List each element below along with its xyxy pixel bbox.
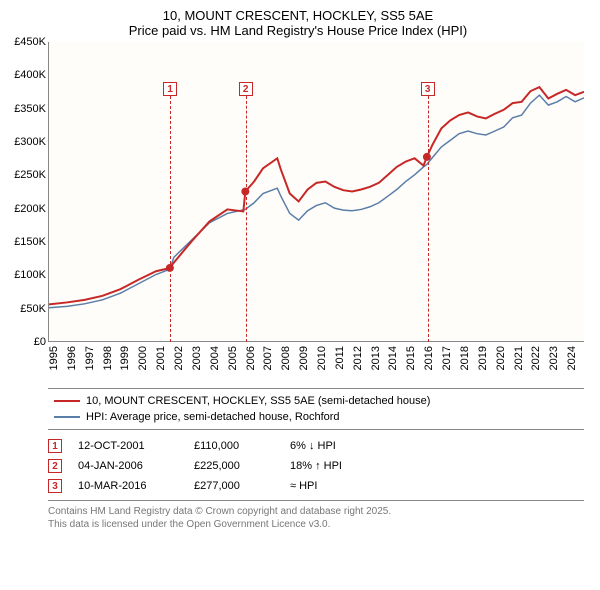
y-tick-label: £300K [14, 136, 46, 148]
y-tick-label: £50K [20, 303, 46, 315]
event-price: £225,000 [194, 460, 274, 472]
x-tick-label: 2023 [548, 346, 560, 370]
x-tick-label: 2019 [477, 346, 489, 370]
marker-vline [246, 197, 247, 342]
x-tick-label: 2001 [155, 346, 167, 370]
event-delta: 18% ↑ HPI [290, 460, 380, 472]
x-tick-label: 2008 [280, 346, 292, 370]
x-tick-label: 2004 [209, 346, 221, 370]
x-tick-label: 1999 [119, 346, 131, 370]
x-tick-label: 1995 [48, 346, 60, 370]
y-tick-label: £200K [14, 203, 46, 215]
marker-vline [170, 274, 171, 342]
x-tick-label: 2014 [387, 346, 399, 370]
marker-dot [241, 188, 249, 196]
x-tick-label: 2017 [441, 346, 453, 370]
x-tick-label: 2021 [513, 346, 525, 370]
events-table: 1 12-OCT-2001 £110,000 6% ↓ HPI 2 04-JAN-2006… [48, 436, 584, 496]
legend-label: 10, MOUNT CRESCENT, HOCKLEY, SS5 5AE (se… [86, 395, 430, 407]
x-tick-label: 2010 [316, 346, 328, 370]
x-tick-label: 2003 [191, 346, 203, 370]
x-tick-label: 2018 [459, 346, 471, 370]
x-axis: 1995 1996 1997 1998 1999 2000 2001 2002 2003 2004… [48, 342, 584, 382]
x-tick-label: 2011 [334, 346, 346, 370]
event-marker-box: 2 [48, 459, 62, 473]
x-tick-label: 2007 [262, 346, 274, 370]
y-tick-label: £250K [14, 169, 46, 181]
event-marker-box: 3 [48, 479, 62, 493]
event-row: 3 10-MAR-2016 £277,000 ≈ HPI [48, 476, 584, 496]
legend-swatch [54, 400, 80, 402]
series-hpi [49, 95, 584, 308]
event-date: 12-OCT-2001 [78, 440, 178, 452]
footnote-line1: Contains HM Land Registry data © Crown c… [48, 505, 584, 518]
event-date: 04-JAN-2006 [78, 460, 178, 472]
marker-vline [428, 162, 429, 342]
x-tick-label: 2009 [298, 346, 310, 370]
x-tick-label: 2012 [352, 346, 364, 370]
y-tick-label: £100K [14, 269, 46, 281]
marker-box: 2 [239, 82, 253, 96]
x-tick-label: 2016 [423, 346, 435, 370]
marker-box: 3 [421, 82, 435, 96]
marker-vline [428, 96, 429, 152]
plot-svg [49, 42, 584, 341]
plot-area: 1 2 3 [48, 42, 584, 342]
x-tick-label: 2013 [370, 346, 382, 370]
legend-row: HPI: Average price, semi-detached house,… [54, 409, 578, 425]
y-tick-label: £350K [14, 103, 46, 115]
x-tick-label: 2022 [530, 346, 542, 370]
x-tick-label: 2015 [405, 346, 417, 370]
x-tick-label: 2002 [173, 346, 185, 370]
event-marker-box: 1 [48, 439, 62, 453]
event-delta: 6% ↓ HPI [290, 440, 380, 452]
x-tick-label: 1998 [102, 346, 114, 370]
y-tick-label: £150K [14, 236, 46, 248]
marker-vline [246, 96, 247, 187]
y-axis: £0£50K£100K£150K£200K£250K£300K£350K£400… [6, 42, 48, 342]
marker-dot [166, 264, 174, 272]
event-date: 10-MAR-2016 [78, 480, 178, 492]
marker-box: 1 [163, 82, 177, 96]
y-tick-label: £450K [14, 36, 46, 48]
title-line2: Price paid vs. HM Land Registry's House … [6, 23, 590, 38]
y-tick-label: £400K [14, 69, 46, 81]
event-price: £277,000 [194, 480, 274, 492]
x-tick-label: 1997 [84, 346, 96, 370]
y-tick-label: £0 [34, 336, 46, 348]
legend-box: 10, MOUNT CRESCENT, HOCKLEY, SS5 5AE (se… [48, 388, 584, 430]
marker-vline [170, 96, 171, 264]
event-price: £110,000 [194, 440, 274, 452]
chart-area: £0 £50K £100K £150K £200K £250K £300K £350K £400… [6, 42, 588, 382]
legend-label: HPI: Average price, semi-detached house,… [86, 411, 340, 423]
legend-row: 10, MOUNT CRESCENT, HOCKLEY, SS5 5AE (se… [54, 393, 578, 409]
x-tick-label: 2024 [566, 346, 578, 370]
event-delta: ≈ HPI [290, 480, 380, 492]
title-block: 10, MOUNT CRESCENT, HOCKLEY, SS5 5AE Pri… [6, 8, 590, 38]
x-tick-label: 2005 [227, 346, 239, 370]
x-tick-label: 2020 [495, 346, 507, 370]
x-tick-label: 1996 [66, 346, 78, 370]
legend-swatch [54, 416, 80, 418]
event-row: 2 04-JAN-2006 £225,000 18% ↑ HPI [48, 456, 584, 476]
series-property [49, 87, 584, 304]
x-tick-label: 2000 [137, 346, 149, 370]
footnote: Contains HM Land Registry data © Crown c… [48, 500, 584, 531]
footnote-line2: This data is licensed under the Open Gov… [48, 518, 584, 531]
event-row: 1 12-OCT-2001 £110,000 6% ↓ HPI [48, 436, 584, 456]
figure-container: 10, MOUNT CRESCENT, HOCKLEY, SS5 5AE Pri… [0, 0, 600, 539]
marker-dot [423, 153, 431, 161]
title-line1: 10, MOUNT CRESCENT, HOCKLEY, SS5 5AE [6, 8, 590, 23]
x-tick-label: 2006 [245, 346, 257, 370]
